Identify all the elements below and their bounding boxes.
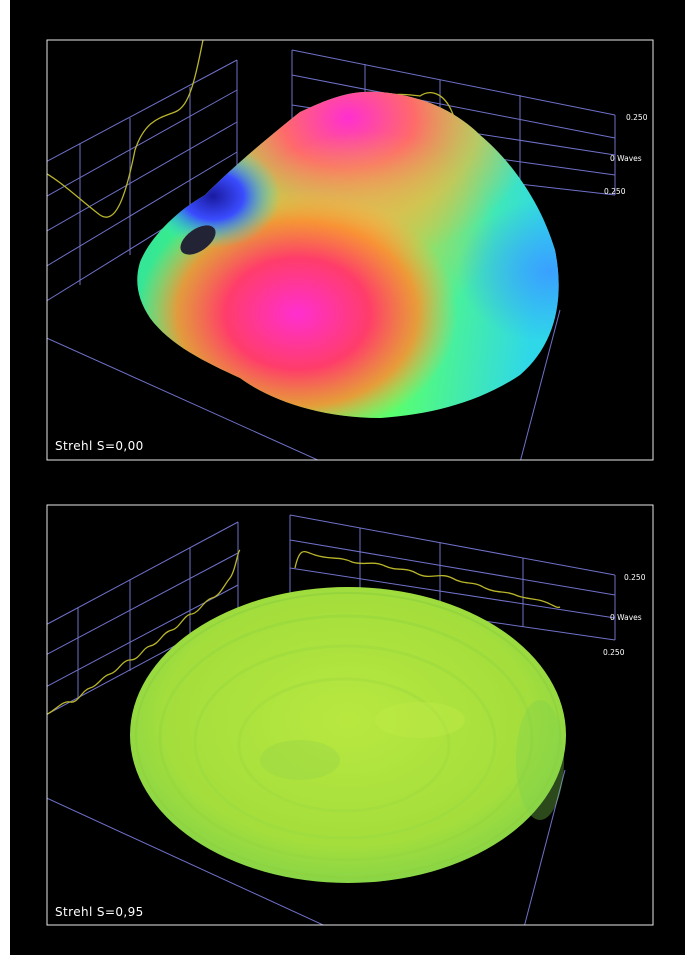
floor-edge-left [47, 797, 325, 925]
floor-edge-right [520, 309, 561, 460]
z-tick-zero: 0 Waves [610, 613, 642, 622]
panel-frame-top [46, 39, 654, 461]
surface-panel-bottom: 0.250 0 Waves 0.250 Strehl S=0,95 [47, 514, 646, 925]
profile-curve-right [294, 551, 561, 609]
strehl-label-top: Strehl S=0,00 [55, 439, 144, 453]
z-tick-lower: 0.250 [603, 648, 625, 657]
z-tick-lower: 0.250 [604, 187, 626, 196]
z-tick-upper: 0.250 [624, 573, 646, 582]
grid-wall-left [47, 59, 238, 302]
profile-curve-left [47, 549, 241, 716]
wavefront-surface-bottom [130, 587, 566, 883]
profile-curve-left [47, 40, 204, 218]
surface-pit [180, 225, 216, 255]
z-tick-upper: 0.250 [626, 113, 648, 122]
wavefront-surface-top [137, 91, 559, 419]
strehl-label-bottom: Strehl S=0,95 [55, 905, 144, 919]
z-tick-zero: 0 Waves [610, 154, 642, 163]
surface-panel-top: 0.250 0 Waves 0.250 Strehl S=0,00 [47, 40, 648, 460]
floor-edge-left [47, 337, 319, 460]
panel-frame-bottom [46, 504, 654, 926]
floor-edge-right [524, 769, 566, 925]
